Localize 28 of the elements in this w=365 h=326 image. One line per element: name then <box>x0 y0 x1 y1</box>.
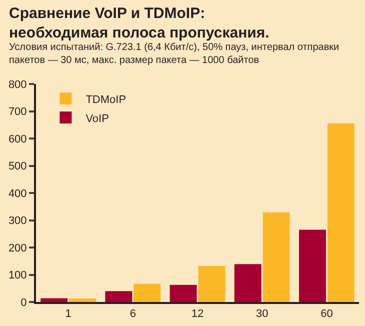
x-tick-label: 30 <box>256 308 268 320</box>
x-tick-label: 6 <box>130 308 136 320</box>
bar <box>40 298 68 302</box>
y-tick-label: 700 <box>8 106 27 118</box>
bar <box>298 230 326 302</box>
x-tick-label: 12 <box>191 308 204 320</box>
x-tick-label: 1 <box>65 308 72 320</box>
chart-subtitle: Условия испытаний: G.723.1 (6,4 Кбит/с), 50% пауз, интервал отправки пакетов — 30 мс, макс. размер пакета — 1000 байтов <box>9 42 340 66</box>
bar <box>262 212 290 302</box>
bar <box>134 284 161 302</box>
bar <box>170 284 197 302</box>
y-tick-label: 100 <box>8 270 27 282</box>
legend-label: VoIP <box>86 112 109 125</box>
y-tick-label: 200 <box>8 242 27 254</box>
bar <box>69 298 96 302</box>
y-tick-label: 400 <box>8 188 27 200</box>
bar <box>234 264 262 302</box>
bar <box>105 291 132 302</box>
y-tick-label: 500 <box>8 160 27 173</box>
y-tick-label: 800 <box>8 78 27 91</box>
y-tick-label: 600 <box>8 133 27 146</box>
y-tick-label: 0 <box>20 296 27 309</box>
legend-label: TDMoIP <box>86 94 126 106</box>
bar <box>327 123 354 302</box>
chart-title: Сравнение VoIP и TDMoIP: необходимая полоса пропускания. <box>9 5 270 42</box>
y-tick-label: 300 <box>8 215 27 228</box>
x-tick-label: 60 <box>320 308 333 320</box>
bar <box>198 266 226 302</box>
